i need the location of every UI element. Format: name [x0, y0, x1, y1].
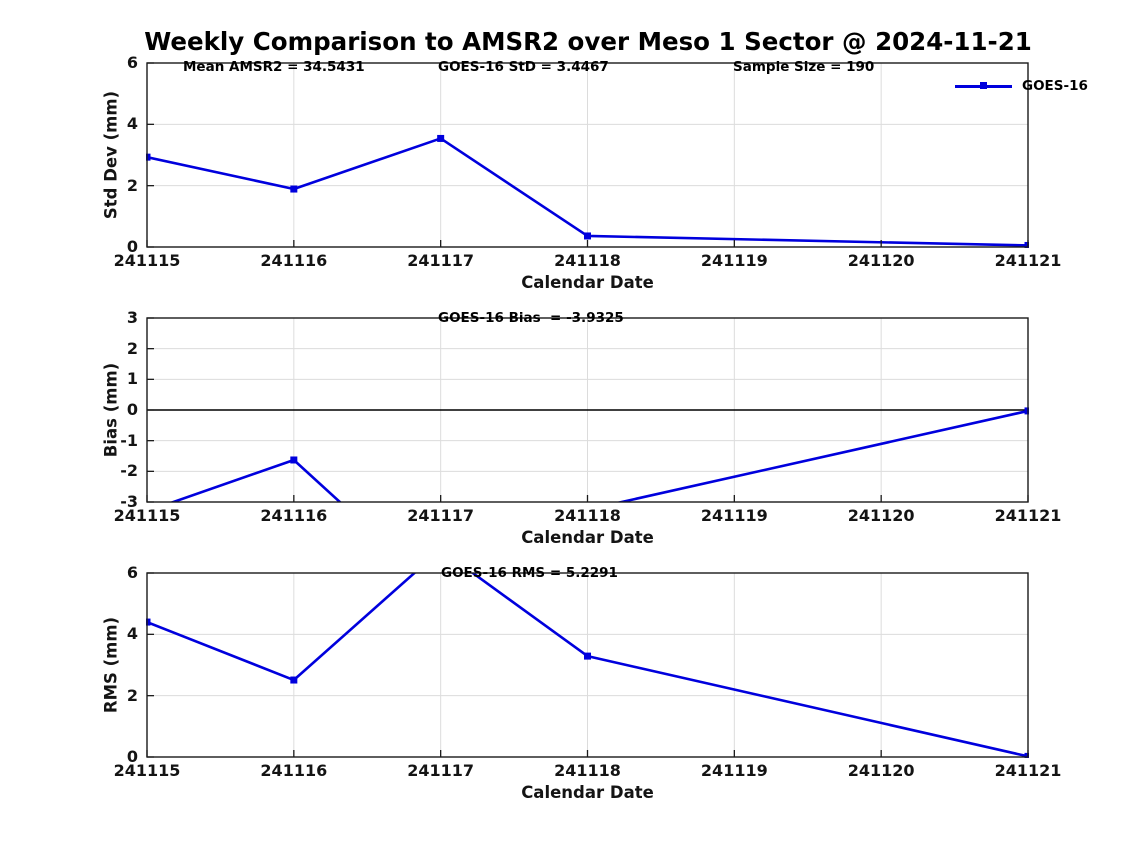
y-tick-label: 6 — [126, 563, 138, 582]
x-tick-label: 241116 — [260, 761, 328, 780]
data-point-marker — [1024, 407, 1029, 415]
rms-panel-canvas — [146, 572, 1029, 758]
y-axis-label: Bias (mm) — [101, 362, 121, 458]
x-tick-label: 241120 — [847, 506, 915, 525]
x-tick-label: 241115 — [113, 251, 181, 270]
data-point-marker — [290, 456, 298, 464]
data-point-marker — [584, 232, 591, 240]
x-axis-label: Calendar Date — [521, 528, 654, 547]
x-tick-label: 241115 — [113, 761, 181, 780]
data-point-marker — [290, 676, 298, 684]
data-point-marker — [290, 185, 298, 193]
x-tick-label: 241116 — [260, 506, 328, 525]
x-tick-label: 241121 — [994, 251, 1062, 270]
y-axis-label: Std Dev (mm) — [101, 90, 121, 220]
x-tick-label: 241121 — [994, 506, 1062, 525]
y-tick-label: 2 — [126, 685, 138, 705]
x-tick-label: 241118 — [554, 506, 621, 525]
y-tick-label: 2 — [126, 175, 138, 195]
x-tick-label: 241115 — [113, 506, 181, 525]
x-tick-label: 241118 — [554, 761, 621, 780]
x-tick-label: 241120 — [847, 761, 915, 780]
x-tick-label: 241117 — [407, 251, 475, 270]
y-tick-label: -1 — [120, 430, 138, 450]
bias-panel-canvas — [146, 317, 1029, 503]
y-tick-label: 0 — [126, 237, 138, 256]
legend-label: GOES-16 — [1022, 78, 1088, 94]
y-tick-label: 2 — [126, 338, 138, 358]
data-point-marker — [146, 153, 151, 161]
stat-annotation: Mean AMSR2 = 34.5431 — [183, 59, 365, 75]
y-tick-label: 4 — [126, 624, 138, 644]
data-point-marker — [1024, 241, 1029, 248]
figure-title: Weekly Comparison to AMSR2 over Meso 1 S… — [144, 27, 1032, 56]
x-tick-label: 241117 — [407, 761, 475, 780]
std-dev-panel-canvas — [146, 62, 1029, 248]
data-point-marker — [584, 652, 591, 660]
y-tick-label: 6 — [126, 53, 138, 72]
x-tick-label: 241119 — [700, 251, 768, 270]
y-tick-label: 0 — [126, 400, 138, 419]
stat-annotation: GOES-16 Bias = -3.9325 — [438, 310, 624, 326]
legend-marker-square — [980, 82, 987, 89]
x-axis-label: Calendar Date — [521, 783, 654, 802]
x-axis-label: Calendar Date — [521, 273, 654, 292]
x-tick-label: 241119 — [700, 761, 768, 780]
y-tick-label: 3 — [126, 308, 138, 327]
data-point-marker — [1024, 752, 1029, 758]
legend: GOES-16 — [955, 77, 1115, 95]
data-point-marker — [146, 618, 151, 626]
stat-annotation: GOES-16 RMS = 5.2291 — [441, 565, 618, 581]
x-tick-label: 241120 — [847, 251, 915, 270]
y-tick-label: -3 — [120, 492, 138, 511]
stat-annotation: Sample Size = 190 — [733, 59, 875, 75]
stat-annotation: GOES-16 StD = 3.4467 — [438, 59, 609, 75]
y-tick-label: -2 — [120, 461, 138, 481]
y-tick-label: 0 — [126, 747, 138, 766]
x-tick-label: 241116 — [260, 251, 328, 270]
y-tick-label: 1 — [126, 369, 138, 389]
data-point-marker — [437, 134, 445, 142]
y-axis-label: RMS (mm) — [101, 616, 121, 714]
x-tick-label: 241117 — [407, 506, 475, 525]
x-tick-label: 241121 — [994, 761, 1062, 780]
y-tick-label: 4 — [126, 114, 138, 134]
x-tick-label: 241118 — [554, 251, 621, 270]
x-tick-label: 241119 — [700, 506, 768, 525]
